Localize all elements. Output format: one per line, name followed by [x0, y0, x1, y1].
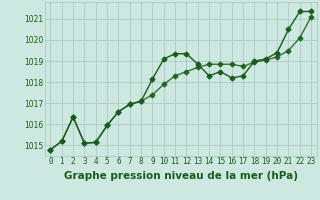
X-axis label: Graphe pression niveau de la mer (hPa): Graphe pression niveau de la mer (hPa)	[64, 171, 298, 181]
